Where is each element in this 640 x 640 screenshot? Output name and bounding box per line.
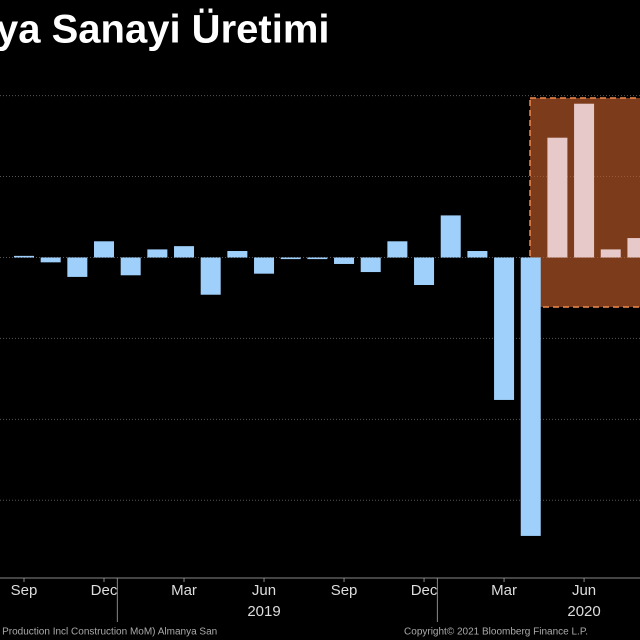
bar [67,257,88,277]
bar [467,251,488,258]
x-tick-label: Dec [411,582,438,599]
source: rial Production Incl Construction MoM) A… [0,627,217,638]
bar [600,249,621,258]
bar [254,257,275,274]
x-tick-label: Mar [491,582,517,599]
x-tick-label: Jun [252,582,276,599]
bar [520,257,541,536]
bar [440,215,461,258]
bar [174,246,195,258]
x-tick-label: Dec [91,582,118,599]
bar [494,257,515,400]
bar [334,257,355,264]
bar [414,257,435,286]
bar [147,249,168,258]
bar [387,241,408,258]
bar [280,257,301,260]
bar [627,238,640,258]
bar [307,257,328,260]
bar [14,255,34,258]
copyright: Copyright© 2021 Bloomberg Finance L.P. [404,627,588,638]
bar [574,103,595,258]
x-tick-label: Sep [331,582,358,599]
year-label: 2020 [567,603,600,620]
year-label: 2019 [247,603,280,620]
bar [120,257,141,276]
x-tick-label: Mar [171,582,197,599]
bar [547,137,568,258]
bar [94,241,115,258]
bar [40,257,61,263]
x-tick-label: Sep [11,582,38,599]
x-tick-label: Jun [572,582,596,599]
chart-title: ya Sanayi Üretimi [0,7,330,52]
bar [360,257,381,273]
bar [227,251,248,258]
bar [200,257,221,295]
